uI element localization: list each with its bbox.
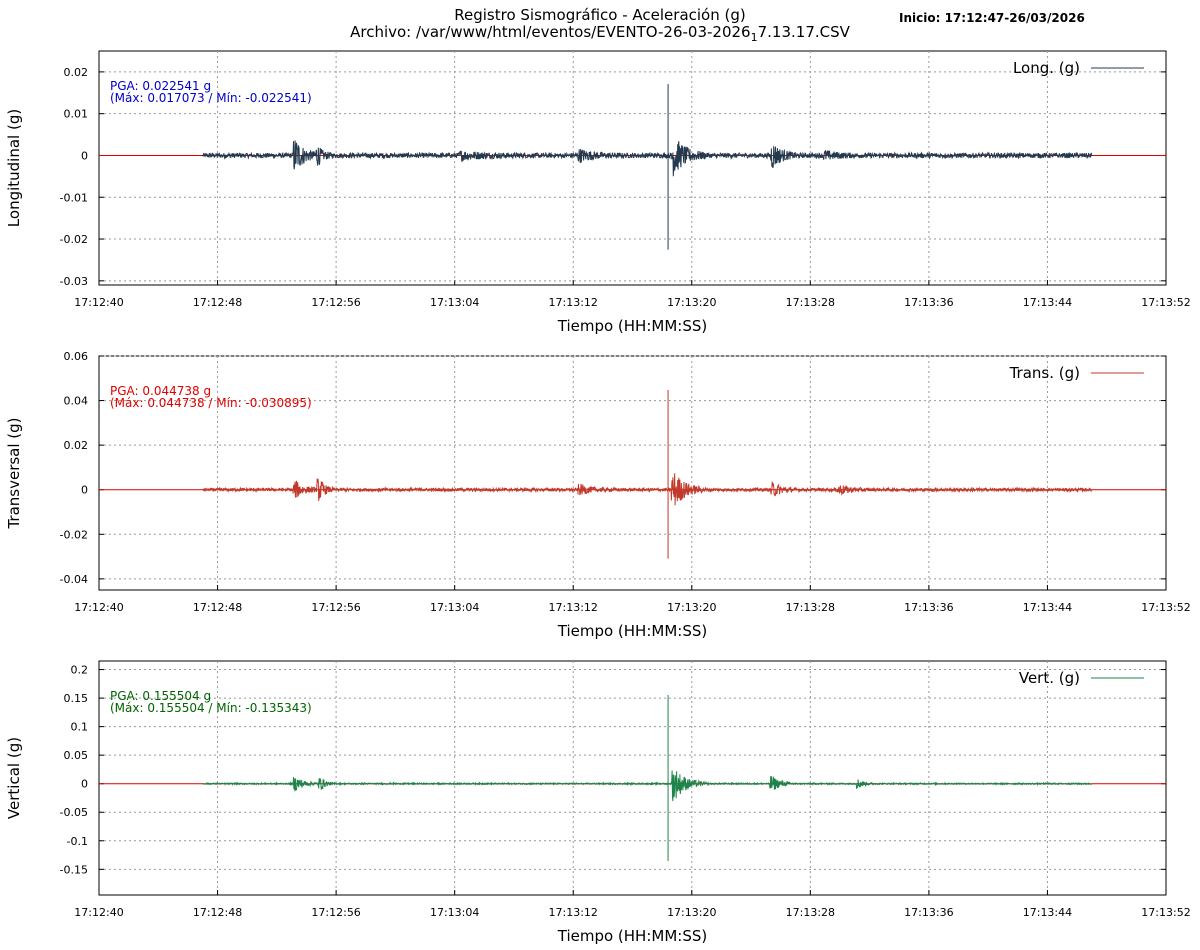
y-tick-label-vert: 0.15 (64, 692, 89, 705)
y-tick-label-vert: 0.05 (64, 749, 89, 762)
x-tick-label-trans: 17:13:04 (430, 601, 479, 614)
x-tick-label-vert: 17:13:36 (904, 906, 953, 919)
legend-label-long: Long. (g) (1013, 59, 1080, 77)
plot-frame-vert (98, 660, 1167, 896)
y-tick-label-trans: 0.04 (64, 395, 89, 408)
x-tick-label-long: 17:13:28 (786, 296, 835, 309)
x-axis-title-trans: Tiempo (HH:MM:SS) (557, 622, 707, 640)
x-axis-title-vert: Tiempo (HH:MM:SS) (557, 927, 707, 945)
file-path-suffix: 7.13.17.CSV (757, 23, 850, 41)
y-tick-label-long: 0.01 (64, 108, 89, 121)
y-tick-label-long: -0.03 (60, 275, 88, 288)
x-tick-label-long: 17:12:40 (74, 296, 123, 309)
legend-label-vert: Vert. (g) (1019, 669, 1080, 687)
trace-trans (202, 473, 1093, 506)
x-tick-label-vert: 17:13:12 (549, 906, 598, 919)
x-tick-label-long: 17:12:56 (311, 296, 360, 309)
plot-frame-long (98, 50, 1167, 286)
y-tick-label-trans: 0 (81, 484, 88, 497)
x-tick-label-trans: 17:12:40 (74, 601, 123, 614)
file-path-subscript: 1 (750, 31, 758, 44)
x-tick-label-vert: 17:12:40 (74, 906, 123, 919)
x-tick-label-vert: 17:13:52 (1141, 906, 1190, 919)
file-path-title: Archivo: /var/www/html/eventos/EVENTO-26… (0, 23, 1200, 44)
y-tick-label-vert: -0.05 (60, 806, 88, 819)
x-tick-label-trans: 17:13:20 (667, 601, 716, 614)
trace-vert (202, 770, 1092, 802)
start-time-label: Inicio: 17:12:47-26/03/2026 (899, 11, 1085, 25)
x-tick-label-vert: 17:12:56 (311, 906, 360, 919)
y-tick-label-vert: 0.1 (71, 721, 89, 734)
x-tick-label-vert: 17:13:04 (430, 906, 479, 919)
x-tick-label-long: 17:13:44 (1023, 296, 1072, 309)
y-tick-label-trans: 0.02 (64, 439, 89, 452)
x-tick-label-trans: 17:13:52 (1141, 601, 1190, 614)
x-tick-label-trans: 17:13:12 (549, 601, 598, 614)
pga-label-long: PGA: 0.022541 g (110, 79, 211, 93)
maxmin-label-trans: (Máx: 0.044738 / Mín: -0.030895) (110, 396, 312, 410)
x-tick-label-trans: 17:13:44 (1023, 601, 1072, 614)
y-tick-label-long: 0.02 (64, 66, 89, 79)
x-tick-label-long: 17:13:04 (430, 296, 479, 309)
y-tick-label-long: 0 (81, 149, 88, 162)
y-tick-label-long: -0.02 (60, 233, 88, 246)
y-tick-label-long: -0.01 (60, 191, 88, 204)
y-tick-label-vert: 0.2 (71, 664, 89, 677)
y-tick-label-trans: -0.04 (60, 573, 88, 586)
legend-label-trans: Trans. (g) (1009, 364, 1080, 382)
x-tick-label-vert: 17:12:48 (193, 906, 242, 919)
y-axis-title-long: Longitudinal (g) (5, 109, 23, 227)
chart-title: Registro Sismográfico - Aceleración (g) (454, 6, 746, 24)
x-tick-label-trans: 17:13:36 (904, 601, 953, 614)
x-tick-label-vert: 17:13:28 (786, 906, 835, 919)
maxmin-label-long: (Máx: 0.017073 / Mín: -0.022541) (110, 91, 312, 105)
y-tick-label-trans: 0.06 (64, 350, 89, 363)
y-tick-label-vert: -0.15 (60, 863, 88, 876)
x-tick-label-long: 17:13:20 (667, 296, 716, 309)
x-tick-label-trans: 17:12:48 (193, 601, 242, 614)
trace-long (202, 140, 1093, 177)
x-axis-title-long: Tiempo (HH:MM:SS) (557, 317, 707, 335)
y-tick-label-vert: -0.1 (67, 835, 88, 848)
x-tick-label-vert: 17:13:20 (667, 906, 716, 919)
y-axis-title-vert: Vertical (g) (5, 737, 23, 819)
y-axis-title-trans: Transversal (g) (5, 417, 23, 529)
x-tick-label-vert: 17:13:44 (1023, 906, 1072, 919)
x-tick-label-long: 17:13:52 (1141, 296, 1190, 309)
x-tick-label-long: 17:13:36 (904, 296, 953, 309)
pga-label-trans: PGA: 0.044738 g (110, 384, 211, 398)
x-tick-label-long: 17:13:12 (549, 296, 598, 309)
plot-frame-trans (98, 355, 1167, 591)
x-tick-label-long: 17:12:48 (193, 296, 242, 309)
x-tick-label-trans: 17:13:28 (786, 601, 835, 614)
x-tick-label-trans: 17:12:56 (311, 601, 360, 614)
pga-label-vert: PGA: 0.155504 g (110, 689, 211, 703)
maxmin-label-vert: (Máx: 0.155504 / Mín: -0.135343) (110, 701, 312, 715)
y-tick-label-trans: -0.02 (60, 528, 88, 541)
y-tick-label-vert: 0 (81, 778, 88, 791)
file-path-prefix: Archivo: /var/www/html/eventos/EVENTO-26… (350, 23, 751, 41)
